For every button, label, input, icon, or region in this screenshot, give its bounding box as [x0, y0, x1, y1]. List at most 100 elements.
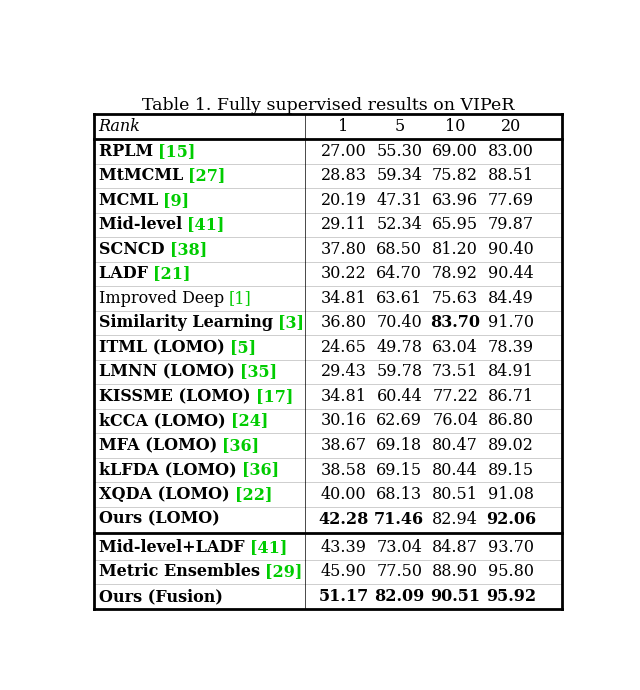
Text: [21]: [21] [153, 266, 191, 282]
Text: MtMCML: MtMCML [99, 167, 188, 184]
Text: 30.22: 30.22 [321, 266, 366, 282]
Text: 43.39: 43.39 [321, 539, 367, 556]
Text: [38]: [38] [170, 241, 207, 258]
Text: Improved Deep: Improved Deep [99, 290, 229, 307]
Text: 38.58: 38.58 [321, 462, 367, 478]
Text: MCML: MCML [99, 192, 163, 209]
Text: 75.82: 75.82 [432, 167, 478, 184]
Text: 89.15: 89.15 [488, 462, 534, 478]
Text: SCNCD: SCNCD [99, 241, 170, 258]
Text: 69.18: 69.18 [376, 437, 422, 454]
Text: 73.04: 73.04 [376, 539, 422, 556]
Text: Ours (LOMO): Ours (LOMO) [99, 511, 220, 528]
Text: 69.15: 69.15 [376, 462, 422, 478]
Text: 76.04: 76.04 [432, 413, 478, 429]
Text: 86.71: 86.71 [488, 388, 534, 405]
Text: 80.44: 80.44 [432, 462, 478, 478]
Text: 42.28: 42.28 [318, 511, 369, 528]
Text: 82.09: 82.09 [374, 588, 424, 605]
Text: Similarity Learning: Similarity Learning [99, 315, 278, 331]
Text: 84.49: 84.49 [488, 290, 534, 307]
Text: 52.34: 52.34 [376, 217, 422, 233]
Text: [22]: [22] [235, 486, 273, 503]
Text: 92.06: 92.06 [486, 511, 536, 528]
Text: LADF: LADF [99, 266, 153, 282]
Text: [35]: [35] [240, 364, 277, 380]
Text: 70.40: 70.40 [376, 315, 422, 331]
Text: 29.11: 29.11 [321, 217, 367, 233]
Text: 59.34: 59.34 [376, 167, 422, 184]
Text: [17]: [17] [256, 388, 293, 405]
Text: [36]: [36] [223, 437, 260, 454]
Text: [27]: [27] [188, 167, 226, 184]
Text: 90.51: 90.51 [430, 588, 480, 605]
Text: 34.81: 34.81 [321, 290, 367, 307]
Text: 90.40: 90.40 [488, 241, 534, 258]
Text: 91.70: 91.70 [488, 315, 534, 331]
Text: 80.47: 80.47 [432, 437, 478, 454]
Text: Metric Ensembles: Metric Ensembles [99, 564, 265, 580]
Text: [1]: [1] [229, 290, 252, 307]
Text: 93.70: 93.70 [488, 539, 534, 556]
Text: KISSME (LOMO): KISSME (LOMO) [99, 388, 256, 405]
Text: MFA (LOMO): MFA (LOMO) [99, 437, 223, 454]
Text: 79.87: 79.87 [488, 217, 534, 233]
Text: LMNN (LOMO): LMNN (LOMO) [99, 364, 240, 380]
Text: 91.08: 91.08 [488, 486, 534, 503]
Text: 1: 1 [339, 118, 349, 135]
Text: 77.22: 77.22 [432, 388, 478, 405]
Text: 75.63: 75.63 [432, 290, 478, 307]
Text: 84.91: 84.91 [488, 364, 534, 380]
Text: 77.50: 77.50 [376, 564, 422, 580]
Text: 78.39: 78.39 [488, 339, 534, 356]
Text: 89.02: 89.02 [488, 437, 534, 454]
Text: 95.80: 95.80 [488, 564, 534, 580]
Text: [3]: [3] [278, 315, 305, 331]
Text: [5]: [5] [230, 339, 256, 356]
Text: 62.69: 62.69 [376, 413, 422, 429]
Text: [36]: [36] [242, 462, 279, 478]
Text: Mid-level: Mid-level [99, 217, 188, 233]
Text: 49.78: 49.78 [376, 339, 422, 356]
Text: 65.95: 65.95 [432, 217, 478, 233]
Text: 37.80: 37.80 [321, 241, 367, 258]
Text: 80.51: 80.51 [432, 486, 478, 503]
Text: 88.51: 88.51 [488, 167, 534, 184]
Text: 68.13: 68.13 [376, 486, 422, 503]
Text: 59.78: 59.78 [376, 364, 422, 380]
Text: [24]: [24] [231, 413, 268, 429]
Text: 47.31: 47.31 [376, 192, 422, 209]
Text: 69.00: 69.00 [432, 143, 478, 160]
Text: kLFDA (LOMO): kLFDA (LOMO) [99, 462, 242, 478]
Text: 34.81: 34.81 [321, 388, 367, 405]
Text: 45.90: 45.90 [321, 564, 367, 580]
Text: 28.83: 28.83 [321, 167, 367, 184]
Text: 51.17: 51.17 [318, 588, 369, 605]
Text: 55.30: 55.30 [376, 143, 422, 160]
Text: 78.92: 78.92 [432, 266, 478, 282]
Text: 81.20: 81.20 [432, 241, 478, 258]
Text: Mid-level+LADF: Mid-level+LADF [99, 539, 250, 556]
Text: Ours (Fusion): Ours (Fusion) [99, 588, 223, 605]
Text: [41]: [41] [188, 217, 225, 233]
Text: 83.70: 83.70 [430, 315, 480, 331]
Text: 63.61: 63.61 [376, 290, 422, 307]
Text: kCCA (LOMO): kCCA (LOMO) [99, 413, 231, 429]
Text: [15]: [15] [158, 143, 196, 160]
Text: 10: 10 [445, 118, 465, 135]
Text: XQDA (LOMO): XQDA (LOMO) [99, 486, 235, 503]
Text: 73.51: 73.51 [432, 364, 478, 380]
Text: 71.46: 71.46 [374, 511, 424, 528]
Text: ITML (LOMO): ITML (LOMO) [99, 339, 230, 356]
Text: 5: 5 [394, 118, 404, 135]
Text: 60.44: 60.44 [376, 388, 422, 405]
Text: 27.00: 27.00 [321, 143, 366, 160]
Text: [41]: [41] [250, 539, 287, 556]
Text: 95.92: 95.92 [486, 588, 536, 605]
Text: 20.19: 20.19 [321, 192, 367, 209]
Text: 64.70: 64.70 [376, 266, 422, 282]
Text: 77.69: 77.69 [488, 192, 534, 209]
Text: 63.96: 63.96 [432, 192, 478, 209]
Text: 86.80: 86.80 [488, 413, 534, 429]
Text: 40.00: 40.00 [321, 486, 366, 503]
